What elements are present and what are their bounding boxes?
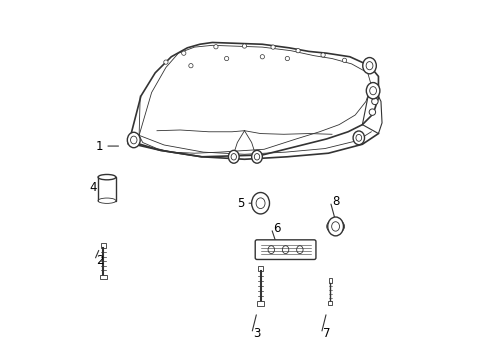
Bar (328, 278, 331, 283)
Ellipse shape (296, 246, 303, 253)
Ellipse shape (282, 246, 288, 253)
Ellipse shape (285, 57, 289, 61)
Ellipse shape (342, 58, 346, 63)
Ellipse shape (251, 193, 269, 214)
Text: 6: 6 (272, 222, 280, 235)
Ellipse shape (228, 150, 239, 163)
Ellipse shape (231, 154, 236, 160)
Ellipse shape (256, 198, 264, 208)
Ellipse shape (98, 198, 116, 203)
Text: 1: 1 (96, 140, 103, 153)
Ellipse shape (270, 45, 275, 49)
Ellipse shape (260, 55, 264, 59)
Text: 7: 7 (322, 327, 330, 340)
Ellipse shape (320, 53, 325, 57)
Text: 5: 5 (237, 197, 244, 210)
Ellipse shape (369, 87, 376, 95)
Ellipse shape (352, 131, 364, 145)
Ellipse shape (327, 217, 343, 236)
Bar (327, 301, 332, 305)
Ellipse shape (331, 222, 339, 231)
Ellipse shape (213, 45, 218, 49)
Text: 3: 3 (253, 327, 260, 340)
Bar (98, 177, 116, 201)
Ellipse shape (181, 51, 185, 55)
Ellipse shape (371, 98, 377, 105)
Text: 2: 2 (96, 254, 103, 267)
Ellipse shape (254, 154, 259, 160)
FancyBboxPatch shape (255, 240, 315, 260)
Bar (258, 266, 263, 271)
Bar (257, 301, 264, 306)
Ellipse shape (251, 150, 262, 163)
Ellipse shape (267, 246, 274, 253)
Ellipse shape (127, 132, 140, 148)
Ellipse shape (368, 109, 375, 115)
Bar (101, 243, 105, 248)
Ellipse shape (130, 136, 137, 144)
Bar (100, 275, 106, 279)
Text: 4: 4 (89, 181, 96, 194)
Ellipse shape (366, 62, 372, 70)
Ellipse shape (370, 89, 376, 96)
Ellipse shape (242, 44, 246, 48)
Ellipse shape (355, 134, 361, 141)
Ellipse shape (362, 58, 376, 74)
Ellipse shape (366, 82, 379, 99)
Text: 8: 8 (331, 195, 339, 208)
Ellipse shape (295, 49, 300, 53)
Ellipse shape (224, 57, 228, 61)
Ellipse shape (98, 175, 116, 180)
Ellipse shape (188, 64, 193, 68)
Ellipse shape (163, 60, 168, 64)
